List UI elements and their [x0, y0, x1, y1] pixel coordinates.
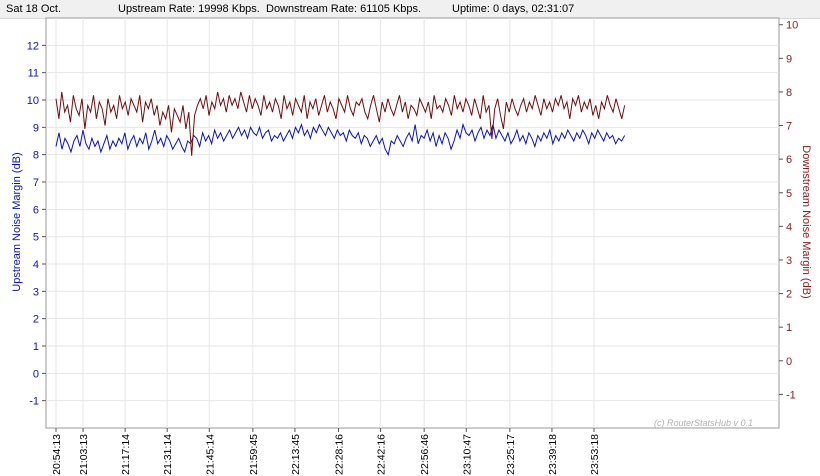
x-tick-label: 23:39:18: [547, 434, 559, 475]
y-left-tick-label: 2: [33, 314, 39, 326]
y-right-tick-label: 1: [786, 322, 792, 334]
axis-ticks: -10123456789101112-101234567891020:54:13…: [27, 20, 799, 475]
downstream-noise-margin-line: [55, 91, 626, 156]
x-tick-label: 22:28:16: [334, 434, 346, 475]
y-left-tick-label: 8: [33, 150, 39, 162]
x-tick-label: 22:42:16: [376, 434, 388, 475]
y-right-tick-label: 6: [786, 154, 792, 166]
status-uptime: Uptime: 0 days, 02:31:07: [452, 3, 575, 15]
x-tick-label: 22:56:46: [419, 434, 431, 475]
status-date: Sat 18 Oct.: [6, 3, 62, 15]
x-tick-label: 23:10:47: [461, 434, 473, 475]
y-left-tick-label: 1: [33, 341, 39, 353]
y-left-tick-label: 0: [33, 368, 39, 380]
series-group: [55, 91, 626, 157]
y-left-tick-label: 11: [28, 68, 39, 80]
y-left-tick-label: 3: [33, 286, 39, 298]
x-tick-label: 21:59:45: [248, 434, 260, 475]
y-left-tick-label: -1: [29, 396, 39, 408]
status-bar: Sat 18 Oct. Upstream Rate: 19998 Kbps. D…: [0, 0, 820, 19]
grid-lines: [46, 18, 779, 428]
y-left-tick-label: 7: [33, 177, 39, 189]
y-axis-left-title: Upstream Noise Margin (dB): [11, 152, 23, 291]
x-tick-label: 22:13:45: [290, 434, 302, 475]
y-left-tick-label: 5: [33, 232, 39, 244]
y-right-tick-label: 5: [786, 188, 792, 200]
y-right-tick-label: 7: [786, 121, 792, 133]
y-right-tick-label: 4: [786, 221, 792, 233]
status-upstream-rate: Upstream Rate: 19998 Kbps.: [118, 3, 260, 15]
y-right-tick-label: -1: [786, 389, 796, 401]
y-left-tick-label: 10: [27, 95, 39, 107]
y-right-tick-label: 0: [786, 356, 792, 368]
y-right-tick-label: 3: [786, 255, 792, 267]
y-right-tick-label: 8: [786, 87, 792, 99]
x-tick-label: 23:53:18: [589, 434, 601, 475]
x-tick-label: 20:54:13: [51, 434, 63, 475]
x-tick-label: 23:25:17: [505, 434, 517, 475]
y-left-tick-label: 9: [33, 122, 39, 134]
x-tick-label: 21:17:14: [120, 434, 132, 475]
status-downstream-rate: Downstream Rate: 61105 Kbps.: [266, 3, 422, 15]
y-axis-right-title: Downstream Noise Margin (dB): [800, 145, 812, 298]
plot-area: [45, 17, 780, 429]
upstream-noise-margin-line: [55, 122, 626, 157]
x-tick-label: 21:45:14: [204, 434, 216, 475]
y-right-tick-label: 2: [786, 289, 792, 301]
y-right-tick-label: 9: [786, 53, 792, 65]
y-left-tick-label: 6: [33, 204, 39, 216]
watermark-text: (c) RouterStatsHub v 0.1: [654, 418, 753, 428]
x-tick-label: 21:03:13: [78, 434, 90, 475]
y-left-tick-label: 4: [33, 259, 39, 271]
y-right-tick-label: 10: [786, 20, 798, 32]
x-tick-label: 21:31:14: [162, 434, 174, 475]
y-left-tick-label: 12: [27, 40, 39, 52]
